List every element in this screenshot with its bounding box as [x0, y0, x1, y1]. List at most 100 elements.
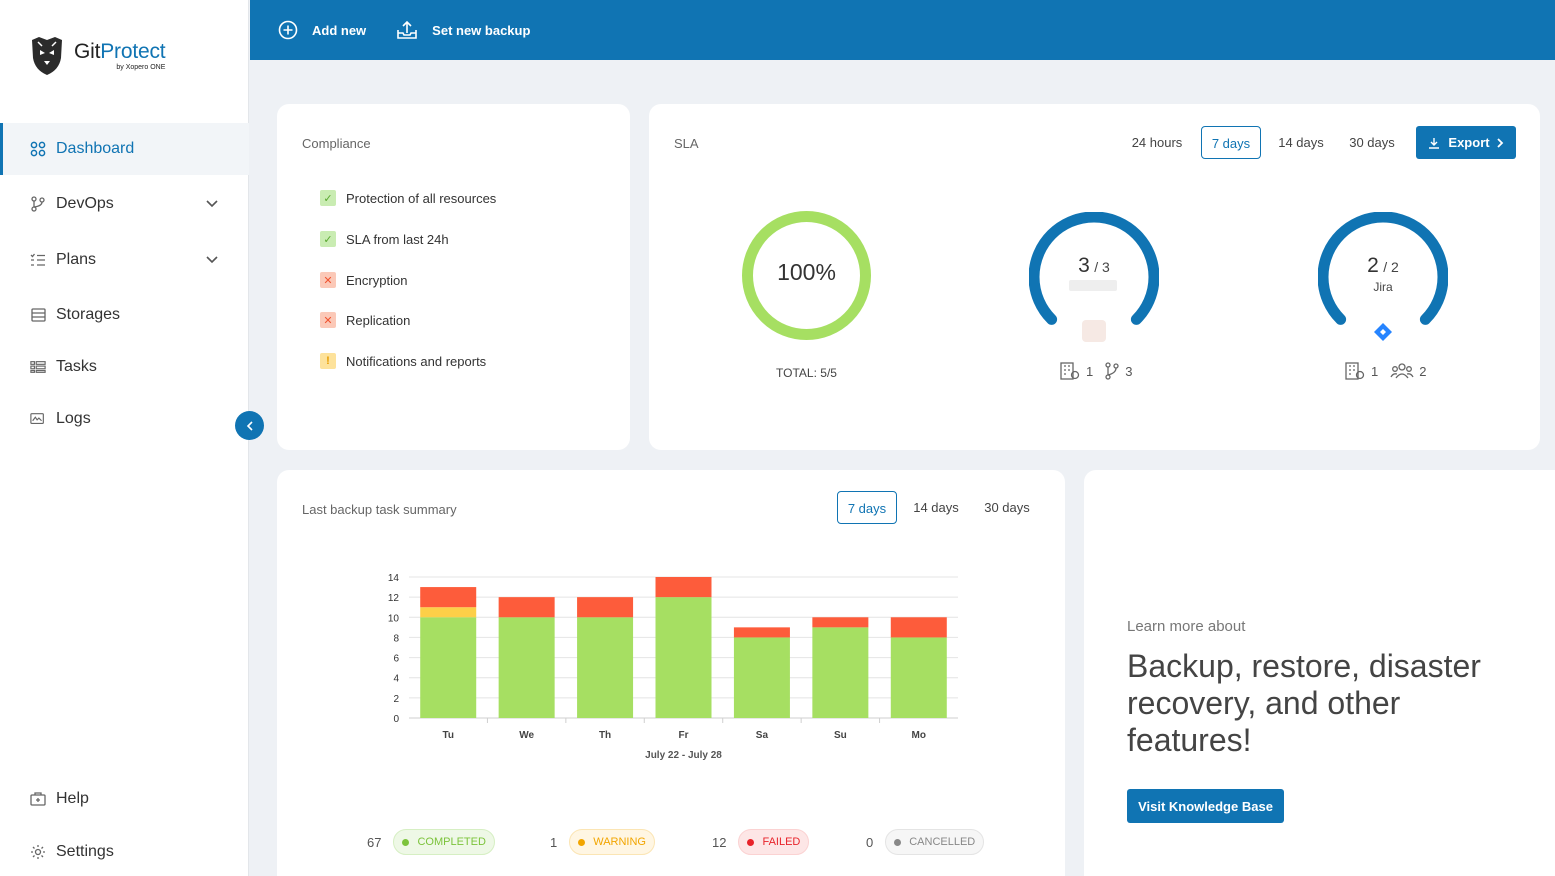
x-tick-label: Sa: [756, 730, 769, 741]
sla-title: SLA: [674, 136, 699, 151]
sla-card: SLA 24 hours 7 days 14 days 30 days Expo…: [649, 104, 1540, 450]
y-tick-label: 12: [388, 593, 400, 604]
total-sla-gauge: [742, 211, 871, 340]
sidebar-item-logs[interactable]: Logs: [0, 393, 249, 445]
x-tick-label: Th: [599, 730, 611, 741]
sidebar-item-label: Logs: [56, 410, 91, 427]
dashboard-icon: [30, 141, 46, 157]
sidebar-item-plans[interactable]: Plans: [0, 234, 249, 286]
collapse-sidebar-button[interactable]: [235, 411, 264, 440]
github-org-name-redacted: [1069, 280, 1117, 291]
x-tick-label: We: [519, 730, 534, 741]
compliance-title: Compliance: [302, 136, 371, 151]
sidebar-item-settings[interactable]: Settings: [0, 826, 249, 876]
range-30-days[interactable]: 30 days: [1349, 135, 1395, 150]
users-icon: [1390, 363, 1414, 379]
x-tick-label: Mo: [912, 730, 926, 741]
summary-range-14-days[interactable]: 14 days: [913, 500, 959, 515]
brand-sub: by Xopero ONE: [116, 64, 166, 71]
bar-segment-completed: [577, 617, 634, 718]
sidebar-item-help[interactable]: Help: [0, 773, 249, 825]
y-tick-label: 4: [393, 674, 399, 685]
y-tick-label: 6: [393, 654, 399, 665]
jira-sla-gauge: [1318, 212, 1448, 325]
compliance-item: ✓ SLA from last 24h: [320, 231, 449, 247]
chevron-right-icon: [1496, 137, 1503, 148]
add-new-label: Add new: [312, 22, 367, 38]
y-tick-label: 10: [388, 613, 400, 624]
warning-icon: !: [320, 353, 336, 369]
set-new-backup-label: Set new backup: [432, 22, 531, 38]
export-button[interactable]: Export: [1416, 126, 1516, 159]
tasks-icon: [30, 359, 46, 375]
bar-segment-completed: [655, 597, 712, 718]
github-sla-count: 3 / 3: [1078, 254, 1110, 277]
y-tick-label: 2: [393, 694, 399, 705]
sidebar-item-label: DevOps: [56, 195, 114, 212]
chevron-down-icon[interactable]: [205, 196, 219, 210]
jira-sla-count: 2 / 2: [1367, 254, 1399, 277]
bar-segment-completed: [498, 617, 555, 718]
jira-logo-icon: [1374, 323, 1392, 341]
download-icon: [1429, 137, 1440, 149]
x-tick-label: Tu: [442, 730, 453, 741]
compliance-item: ✓ Protection of all resources: [320, 190, 496, 206]
bar-segment-failed: [890, 617, 947, 638]
github-sla-gauge: [1029, 212, 1159, 325]
bar-segment-warning: [420, 607, 477, 618]
branch-icon: [30, 196, 46, 212]
range-7-days[interactable]: 7 days: [1201, 126, 1261, 159]
sidebar-item-label: Storages: [56, 306, 121, 323]
sidebar-item-devops[interactable]: DevOps: [0, 178, 249, 230]
x-tick-label: Fr: [679, 730, 689, 741]
y-tick-label: 14: [388, 573, 400, 584]
bar-segment-completed: [733, 637, 790, 718]
set-new-backup-button[interactable]: Set new backup: [396, 20, 530, 40]
backup-summary-card: Last backup task summary 7 days 14 days …: [277, 470, 1065, 876]
plus-circle-icon: [278, 20, 298, 40]
legend-completed: 67 COMPLETED: [367, 829, 495, 855]
upload-tray-icon: [397, 20, 417, 39]
bar-segment-failed: [733, 627, 790, 638]
range-14-days[interactable]: 14 days: [1278, 135, 1324, 150]
bar-segment-failed: [420, 587, 477, 608]
sidebar-item-label: Plans: [56, 251, 97, 268]
bar-segment-completed: [420, 617, 477, 718]
sidebar-item-label: Dashboard: [56, 140, 135, 157]
cross-icon: ✕: [320, 272, 336, 288]
summary-range-30-days[interactable]: 30 days: [984, 500, 1030, 515]
bar-segment-completed: [890, 637, 947, 718]
logo[interactable]: GitProtect by Xopero ONE: [30, 36, 166, 76]
knowledge-base-card: Learn more about Backup, restore, disast…: [1084, 470, 1555, 876]
bar-segment-failed: [498, 597, 555, 618]
visit-knowledge-base-button[interactable]: Visit Knowledge Base: [1127, 789, 1284, 823]
sidebar: GitProtect by Xopero ONE Dashboard DevOp…: [0, 0, 249, 876]
brand-name: GitProtect: [74, 40, 166, 63]
y-tick-label: 0: [393, 714, 399, 725]
sidebar-item-dashboard[interactable]: Dashboard: [0, 123, 249, 175]
github-logo-icon: [1082, 320, 1106, 342]
storage-icon: [30, 307, 46, 323]
total-sla-label: TOTAL: 5/5: [776, 366, 837, 380]
sidebar-item-label: Settings: [56, 843, 114, 860]
sidebar-item-label: Help: [56, 790, 89, 807]
sidebar-item-tasks[interactable]: Tasks: [0, 341, 249, 393]
add-new-button[interactable]: Add new: [278, 20, 366, 40]
bar-segment-failed: [577, 597, 634, 618]
jira-stats: 1 2: [1345, 362, 1426, 380]
chevron-down-icon[interactable]: [205, 252, 219, 266]
github-stats: 1 3: [1060, 362, 1132, 380]
summary-range-7-days[interactable]: 7 days: [837, 491, 897, 524]
sidebar-item-storages[interactable]: Storages: [0, 289, 249, 341]
promo-eyebrow: Learn more about: [1127, 618, 1246, 635]
compliance-item: ✕ Encryption: [320, 272, 407, 288]
help-icon: [30, 791, 46, 807]
cross-icon: ✕: [320, 312, 336, 328]
bar-segment-failed: [655, 577, 712, 598]
compliance-card: Compliance ✓ Protection of all resources…: [277, 104, 630, 450]
range-24-hours[interactable]: 24 hours: [1131, 135, 1183, 150]
bar-segment-failed: [812, 617, 869, 628]
organization-icon: [1060, 362, 1080, 380]
compliance-item: ✕ Replication: [320, 312, 410, 328]
logs-icon: [30, 411, 46, 427]
